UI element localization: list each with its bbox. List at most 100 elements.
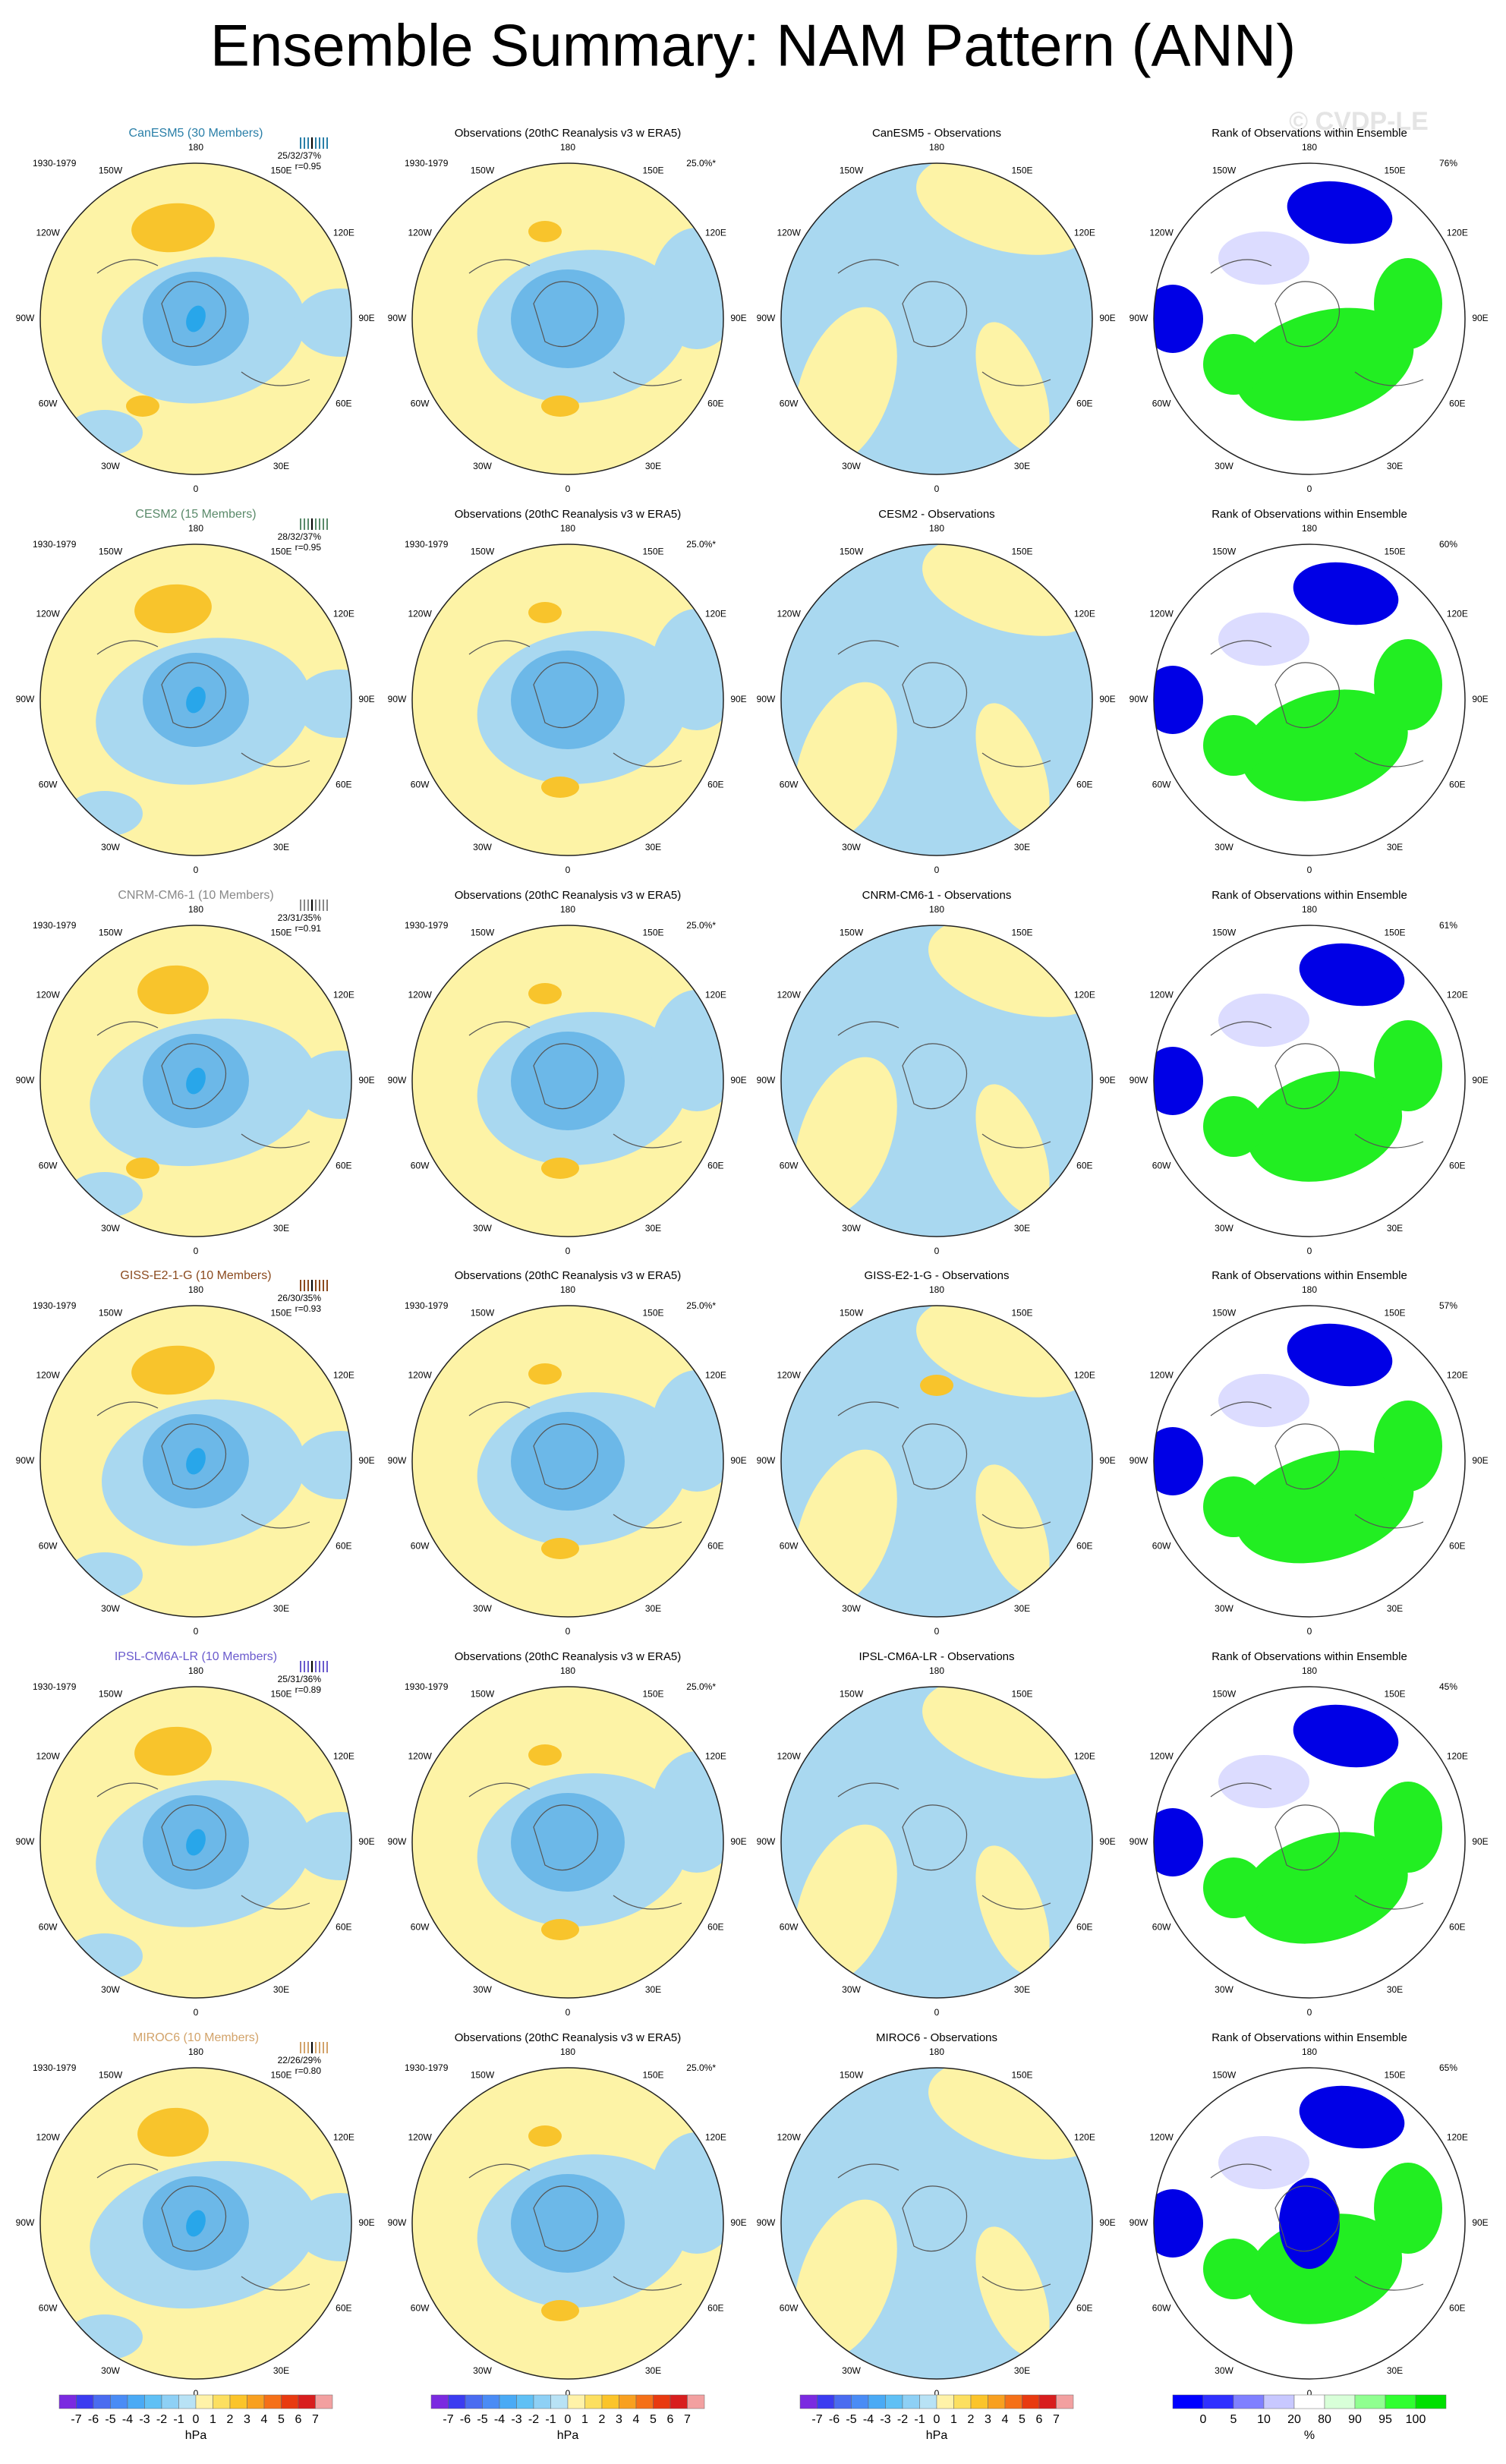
field-region	[511, 2174, 625, 2273]
field-region	[794, 2199, 897, 2360]
longitude-label: 0	[934, 865, 940, 875]
map-outline	[780, 1686, 1093, 1999]
longitude-label: 120E	[1447, 990, 1468, 1000]
colorbar-label: 90	[1348, 2413, 1362, 2426]
colorbar-label: -4	[494, 2413, 505, 2426]
longitude-label: 0	[1307, 2007, 1312, 2018]
colorbar-box	[298, 2394, 316, 2409]
longitude-label: 180	[188, 1665, 203, 1676]
longitude-label: 30E	[1387, 842, 1403, 852]
longitude-label: 90E	[730, 694, 746, 704]
longitude-label: 150E	[270, 2069, 291, 2080]
colorbar-box	[885, 2394, 903, 2409]
period-label: 1930-1979	[33, 2062, 77, 2073]
longitude-label: 30W	[101, 1603, 120, 1614]
colorbar-box	[988, 2394, 1006, 2409]
longitude-label: 60W	[780, 1541, 799, 1552]
map-field	[781, 2068, 1092, 2379]
longitude-label: 30W	[101, 2365, 120, 2376]
period-label: 1930-1979	[405, 1300, 449, 1311]
rank-title: Rank of Observations within Ensemble	[1211, 1269, 1407, 1282]
coastline	[837, 1782, 1051, 1910]
longitude-label: 150E	[1384, 165, 1405, 175]
field-region	[1203, 715, 1264, 776]
longitude-label: 120W	[36, 990, 60, 1000]
longitude-label: 30E	[1014, 1223, 1030, 1234]
colorbar-box	[868, 2394, 886, 2409]
longitude-label: 0	[194, 2388, 199, 2399]
rank-title: Rank of Observations within Ensemble	[1211, 1650, 1407, 1663]
colorbar-label: 7	[684, 2413, 691, 2426]
pattern-correlation: r=0.80	[295, 2065, 322, 2076]
longitude-label: 90W	[757, 1836, 776, 1847]
map-field	[781, 925, 1092, 1237]
longitude-label: 60W	[411, 1541, 430, 1552]
longitude-label: 180	[560, 2047, 575, 2057]
longitude-label: 0	[566, 1626, 571, 1637]
difference-title: IPSL-CM6A-LR - Observations	[859, 1650, 1014, 1663]
longitude-label: 60E	[1449, 399, 1465, 409]
field-region	[651, 1751, 723, 1873]
field-region	[511, 1793, 625, 1892]
obs-pct: 25.0%*	[686, 2062, 716, 2073]
colorbar-label: -5	[846, 2413, 856, 2426]
model-title: CNRM-CM6-1 (10 Members)	[118, 889, 273, 902]
longitude-label: 90E	[1099, 1455, 1115, 1466]
longitude-label: 180	[1302, 142, 1317, 153]
field-region	[1203, 1096, 1264, 1157]
model-title: GISS-E2-1-G (10 Members)	[120, 1269, 271, 1282]
longitude-label: 90W	[16, 1836, 35, 1847]
longitude-label: 0	[1307, 865, 1312, 875]
longitude-label: 60E	[1449, 1541, 1465, 1552]
colorbar: 0 5 10 20 80 90 95 100%	[1172, 2394, 1447, 2442]
map-outline	[780, 544, 1093, 856]
colorbar-label: 1	[950, 2413, 957, 2426]
longitude-label: 150E	[1384, 927, 1405, 937]
period-label: 1930-1979	[405, 158, 449, 169]
period-label: 1930-1979	[33, 1300, 77, 1311]
longitude-label: 60W	[780, 1161, 799, 1171]
field-region	[1218, 232, 1309, 285]
colorbar-label: 3	[985, 2413, 991, 2426]
longitude-label: 90W	[388, 1455, 407, 1466]
longitude-label: 90E	[1099, 694, 1115, 704]
longitude-label: 60E	[1076, 399, 1092, 409]
longitude-label: 150W	[99, 1688, 123, 1699]
longitude-label: 30W	[101, 461, 120, 471]
map-panel: 180 150E 120E 90E 60E 30E 0 30W 60W 90W 120W 150W CN…	[757, 889, 1116, 1256]
longitude-label: 180	[560, 1665, 575, 1676]
longitude-label: 150E	[1011, 927, 1032, 937]
period-label: 1930-1979	[33, 158, 77, 169]
longitude-label: 120W	[408, 228, 432, 238]
longitude-label: 180	[1302, 2047, 1317, 2057]
longitude-label: 150E	[270, 1688, 291, 1699]
longitude-label: 60E	[336, 1161, 351, 1171]
longitude-label: 30W	[1215, 842, 1233, 852]
colorbar-box	[516, 2394, 534, 2409]
colorbar-box	[1354, 2394, 1386, 2409]
colorbar-label: -1	[914, 2413, 925, 2426]
longitude-label: 120E	[333, 2132, 354, 2143]
field-region	[295, 1051, 351, 1119]
longitude-label: 60W	[39, 1922, 58, 1933]
colorbar-label: -3	[139, 2413, 150, 2426]
field-region	[1154, 1808, 1203, 1876]
longitude-label: 120E	[705, 609, 726, 619]
map-panel: 180 150E 120E 90E 60E 30E 0 30W 60W 90W 120W 150W Ob…	[388, 1650, 747, 2018]
longitude-label: 30W	[473, 461, 492, 471]
longitude-label: 180	[1302, 1665, 1317, 1676]
longitude-label: 120E	[1447, 1370, 1468, 1381]
longitude-label: 180	[560, 142, 575, 153]
field-region	[975, 2226, 1050, 2357]
field-region	[1218, 1374, 1309, 1427]
colorbar-label: -1	[545, 2413, 556, 2426]
map-outline	[39, 2067, 352, 2380]
map-outline	[39, 1305, 352, 1618]
coastline	[96, 1021, 310, 1149]
longitude-label: 120W	[777, 1751, 801, 1762]
colorbar-label: 6	[667, 2413, 674, 2426]
colorbar-unit: hPa	[557, 2429, 579, 2442]
field-region	[1235, 1450, 1414, 1564]
longitude-label: 90E	[1472, 1836, 1488, 1847]
map-outline	[411, 162, 724, 475]
